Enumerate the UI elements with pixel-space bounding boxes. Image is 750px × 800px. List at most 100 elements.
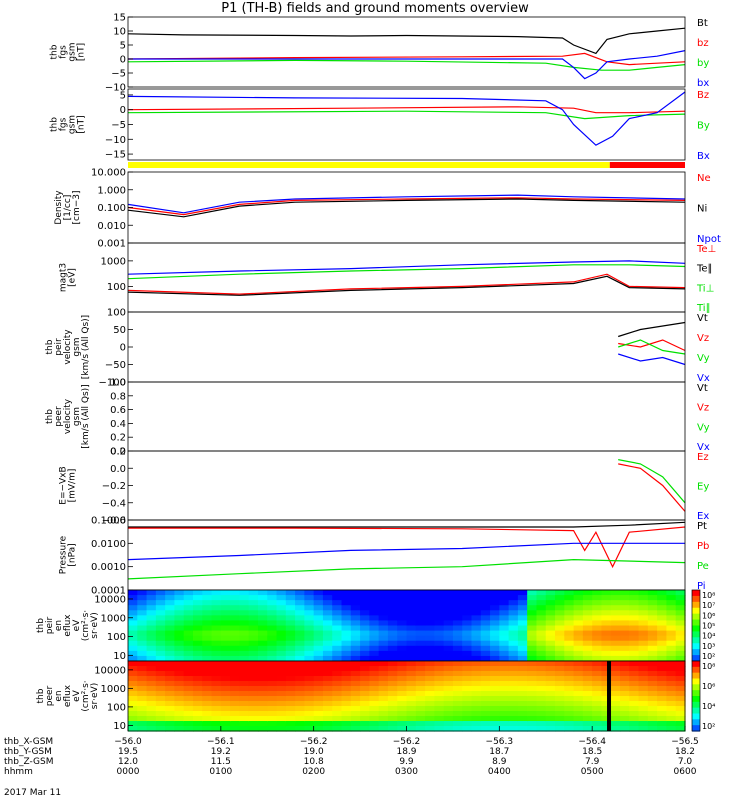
heatmap-cell [471,655,482,662]
colorbar-segment [692,590,700,597]
heatmap-cell [360,691,370,697]
heatmap-cell [285,630,296,637]
heatmap-cell [638,610,649,616]
heatmap-cell [230,620,240,627]
heatmap-cell [248,635,259,642]
heatmap-cell [620,590,630,596]
heatmap-cell [322,676,333,682]
heatmap-cell [425,600,435,606]
heatmap-cell [592,706,603,712]
heatmap-cell [657,676,668,682]
heatmap-cell [592,721,603,727]
heatmap-cell [257,706,268,712]
legend-entry: Ne [697,173,711,184]
heatmap-cell [267,610,278,616]
heatmap-cell [304,691,315,697]
heatmap-cell [128,706,138,712]
heatmap-cell [202,605,213,611]
heatmap-cell [425,640,435,647]
heatmap-cell [192,615,203,622]
heatmap-cell [573,620,584,627]
heatmap-cell [573,610,584,616]
heatmap-cell [360,696,370,702]
heatmap-cell [397,686,408,692]
heatmap-cell [350,686,361,692]
heatmap-cell [610,635,621,642]
heatmap-cell [332,726,343,732]
heatmap-cell [406,610,417,616]
y-tick-label: 0.100 [97,203,126,214]
heatmap-cell [545,696,556,702]
heatmap-cell [257,645,268,652]
heatmap-cell [610,610,621,616]
heatmap-cell [230,595,240,601]
heatmap-cell [304,595,315,601]
heatmap-cell [620,600,630,606]
heatmap-cell [675,600,686,606]
x-tick-label: 18.7 [489,747,509,757]
heatmap-cell [573,716,584,722]
heatmap-cell [341,726,352,732]
heatmap-cell [128,661,138,667]
heatmap-cell [369,696,380,702]
heatmap-cell [304,666,315,672]
heatmap-cell [285,711,296,717]
heatmap-cell [480,666,491,672]
heatmap-cell [647,645,658,652]
heatmap-cell [555,671,565,677]
heatmap-cell [620,625,630,632]
heatmap-cell [564,630,575,637]
heatmap-cell [128,701,138,707]
heatmap-cell [332,615,343,622]
heatmap-cell [462,645,473,652]
heatmap-cell [174,630,185,637]
heatmap-cell [155,666,166,672]
heatmap-cell [304,721,315,727]
heatmap-cell [397,681,408,687]
heatmap-cell [378,645,389,652]
heatmap-cell [155,595,166,601]
heatmap-cell [434,661,445,667]
series-line-Pi [127,542,685,561]
heatmap-cell [128,610,138,616]
series-line-Te∥ [127,275,686,296]
heatmap-cell [146,640,157,647]
y-axis-label: fgs [59,45,69,59]
heatmap-cell [267,711,278,717]
heatmap-cell [220,666,231,672]
heatmap-cell [592,666,603,672]
colorbar-segment [692,707,700,715]
heatmap-cell [146,600,157,606]
heatmap-cell [508,696,519,702]
heatmap-cell [480,640,491,647]
heatmap-cell [369,711,380,717]
x-tick-label: 18.5 [582,747,602,757]
heatmap-cell [601,655,612,662]
heatmap-cell [341,686,352,692]
heatmap-cell [220,610,231,616]
y-axis-label: en [54,620,64,631]
heatmap-cell [183,676,194,682]
heatmap-cell [202,610,213,616]
heatmap-cell [313,661,324,667]
heatmap-cell [304,640,315,647]
heatmap-cell [620,630,630,637]
heatmap-cell [647,691,658,697]
heatmap-cell [267,640,278,647]
heatmap-cell [647,661,658,667]
heatmap-cell [490,696,500,702]
heatmap-cell [313,630,324,637]
heatmap-cell [183,625,194,632]
heatmap-cell [192,630,203,637]
heatmap-cell [425,706,435,712]
colorbar-tick-label: 10² [702,652,715,661]
heatmap-cell [629,686,640,692]
heatmap-cell [137,706,148,712]
heatmap-cell [146,661,157,667]
heatmap-cell [192,701,203,707]
heatmap-cell [239,666,250,672]
heatmap-cell [397,661,408,667]
heatmap-cell [647,681,658,687]
heatmap-cell [202,650,213,657]
heatmap-cell [592,711,603,717]
